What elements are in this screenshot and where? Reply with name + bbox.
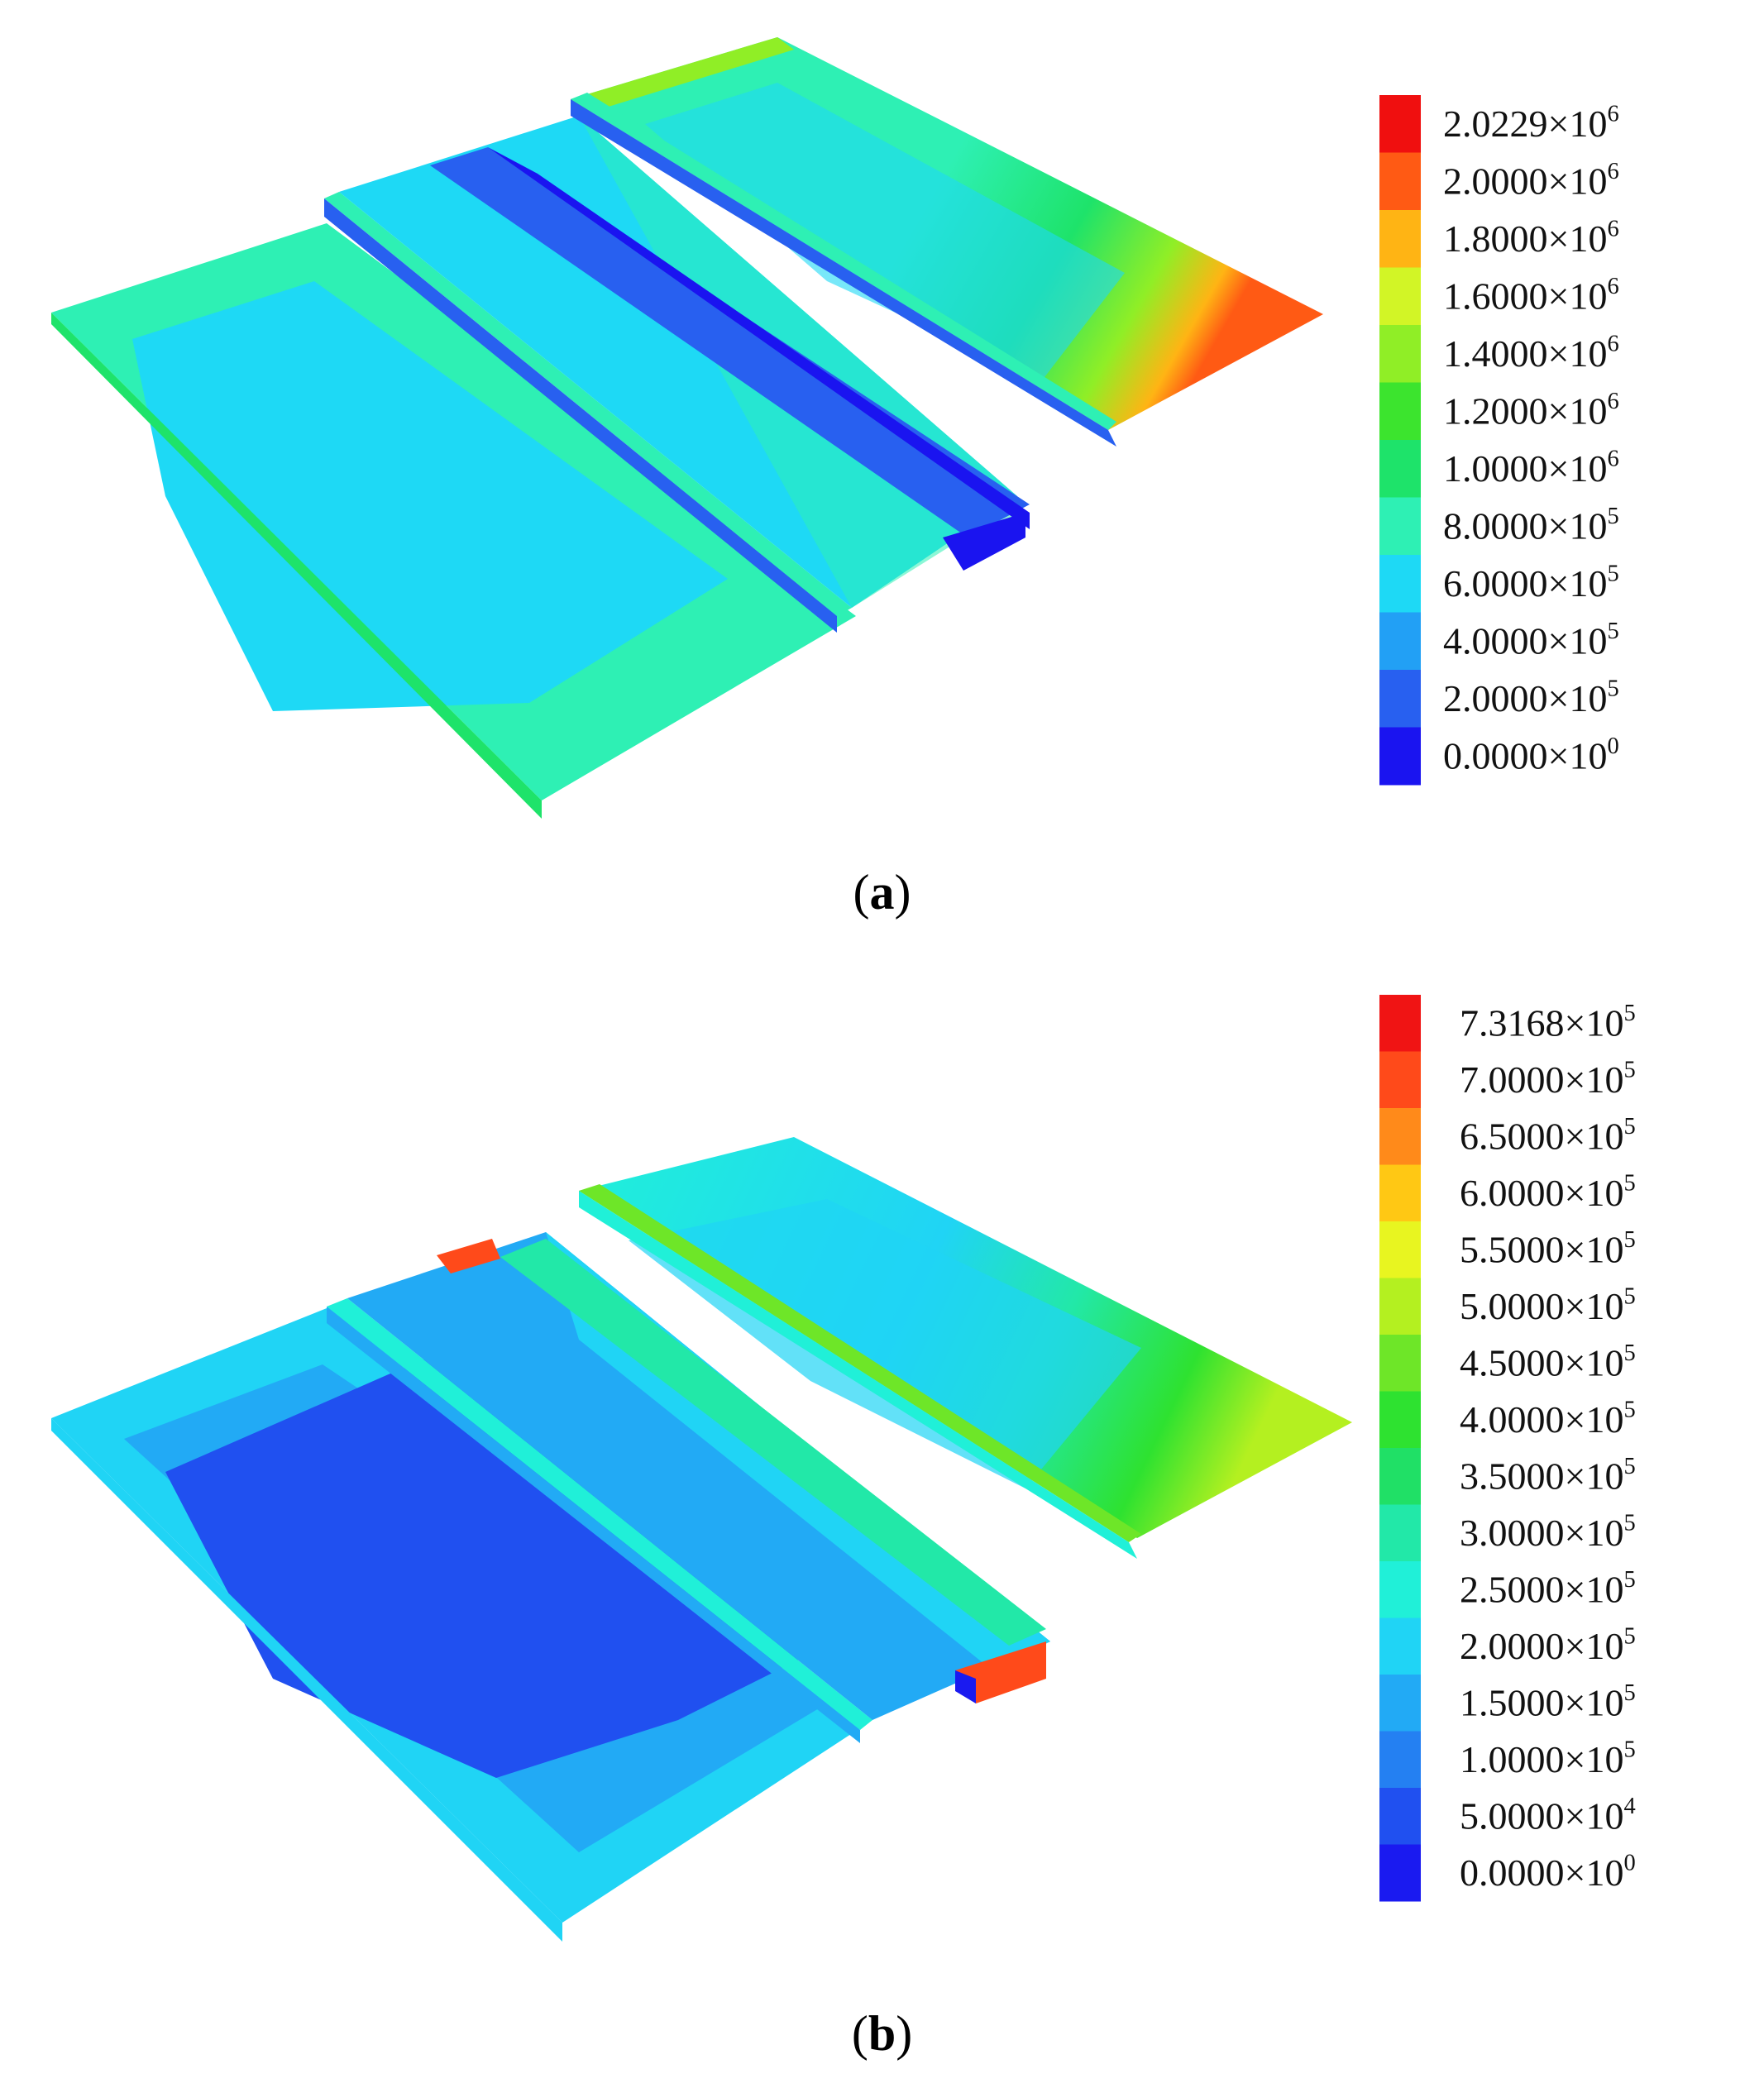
slab-left-edge (51, 1418, 562, 1942)
legend-swatch (1379, 1164, 1421, 1222)
legend-swatch (1379, 1617, 1421, 1675)
legend-label: 0.0000×100 (1460, 1850, 1636, 1893)
legend-swatch (1379, 497, 1421, 556)
legend-label: 5.5000×105 (1460, 1227, 1636, 1270)
legend-swatch (1379, 995, 1421, 1052)
legend-label: 6.5000×105 (1460, 1114, 1636, 1157)
slab-right-core (629, 1199, 1141, 1488)
legend-swatch (1379, 727, 1421, 786)
column-top-red (437, 1239, 500, 1273)
column-stub-blue (955, 1670, 976, 1703)
beam-right-top (571, 93, 1116, 430)
slab-middle (347, 1232, 1050, 1720)
legend-swatch (1379, 1675, 1421, 1732)
slab-left-core (165, 1356, 827, 1778)
contour-plot-b (51, 1137, 1352, 1942)
legend-swatch (1379, 1108, 1421, 1165)
legend-label: 4.0000×105 (1460, 1397, 1636, 1440)
beam-left-side (324, 198, 837, 633)
panel-b: 7.3168×105 7.0000×105 6.5000×105 6.0000×105… (0, 992, 1764, 2088)
legend-label: 4.5000×105 (1460, 1340, 1636, 1383)
legend-label: 3.0000×105 (1460, 1510, 1636, 1553)
legend-label: 2.0229×106 (1443, 102, 1619, 145)
beam-right-side (579, 1191, 1137, 1559)
legend-label: 5.0000×104 (1460, 1794, 1636, 1837)
panel-a: 2.0229×106 2.0000×106 1.8000×106 1.6000×106… (0, 0, 1764, 992)
legend-swatch (1379, 1221, 1421, 1278)
slab-right-core (645, 83, 1125, 380)
legend-label: 4.0000×105 (1443, 619, 1619, 662)
beam-middle-top (500, 1239, 1046, 1646)
legend-label: 6.0000×105 (1443, 561, 1619, 604)
legend-label: 1.8000×106 (1443, 217, 1619, 260)
column-stub (955, 1641, 1046, 1703)
legend-swatch (1379, 1448, 1421, 1505)
legend-swatch (1379, 382, 1421, 441)
legend-swatch (1379, 267, 1421, 326)
legend-swatch (1379, 1844, 1421, 1902)
legend-swatch (1379, 95, 1421, 153)
legend-label: 1.0000×106 (1443, 447, 1619, 490)
caption-a: (a) (853, 865, 911, 920)
color-legend-a: 2.0229×106 2.0000×106 1.8000×106 1.6000×106… (1379, 95, 1619, 786)
legend-swatch (1379, 1788, 1421, 1845)
legend-label: 1.4000×106 (1443, 332, 1619, 375)
color-legend-b: 7.3168×105 7.0000×105 6.5000×105 6.0000×105… (1379, 995, 1636, 1902)
legend-label: 1.0000×105 (1460, 1737, 1636, 1780)
beam-right-side (571, 99, 1116, 447)
legend-swatch (1379, 1561, 1421, 1618)
legend-swatch (1379, 1504, 1421, 1562)
legend-label: 7.3168×105 (1460, 1001, 1636, 1044)
legend-label: 2.0000×106 (1443, 159, 1619, 202)
legend-swatch (1379, 555, 1421, 613)
legend-label: 8.0000×105 (1443, 504, 1619, 547)
legend-label: 1.2000×106 (1443, 389, 1619, 432)
legend-swatch (1379, 1731, 1421, 1789)
beam-right-top (579, 1184, 1141, 1542)
legend-label: 0.0000×100 (1443, 733, 1619, 776)
legend-label: 5.0000×105 (1460, 1283, 1636, 1326)
legend-label: 2.0000×105 (1443, 676, 1619, 719)
beam-middle-top (430, 147, 1030, 538)
legend-label: 2.0000×105 (1460, 1623, 1636, 1666)
legend-label: 2.5000×105 (1460, 1567, 1636, 1610)
legend-swatch (1379, 612, 1421, 671)
legend-swatch (1379, 210, 1421, 268)
beam-middle-side (488, 147, 1030, 529)
legend-label: 6.0000×105 (1460, 1170, 1636, 1213)
slab-left-edge (51, 313, 542, 819)
column-stub (943, 513, 1025, 571)
legend-label: 1.6000×106 (1443, 274, 1619, 317)
legend-swatch (1379, 670, 1421, 728)
caption-b: (b) (851, 2006, 913, 2061)
beam-left-side (327, 1307, 860, 1743)
slab-left-core (132, 281, 728, 711)
legend-swatch (1379, 1335, 1421, 1392)
legend-swatch (1379, 325, 1421, 383)
legend-label: 7.0000×105 (1460, 1057, 1636, 1100)
legend-swatch (1379, 1051, 1421, 1109)
contour-plot-a (51, 37, 1323, 819)
beam-left-top (324, 192, 852, 616)
legend-swatch (1379, 152, 1421, 211)
beam-left-top (327, 1298, 872, 1730)
legend-label: 1.5000×105 (1460, 1680, 1636, 1723)
legend-swatch (1379, 1278, 1421, 1335)
legend-label: 3.5000×105 (1460, 1454, 1636, 1497)
legend-swatch (1379, 440, 1421, 498)
slab-right-top-edge (571, 37, 794, 116)
legend-swatch (1379, 1391, 1421, 1449)
